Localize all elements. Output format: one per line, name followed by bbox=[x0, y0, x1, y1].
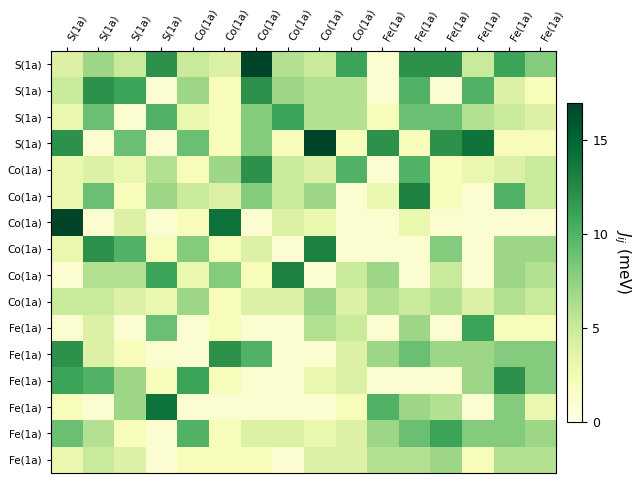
Y-axis label: $J_{ij}$ (meV): $J_{ij}$ (meV) bbox=[612, 229, 633, 295]
